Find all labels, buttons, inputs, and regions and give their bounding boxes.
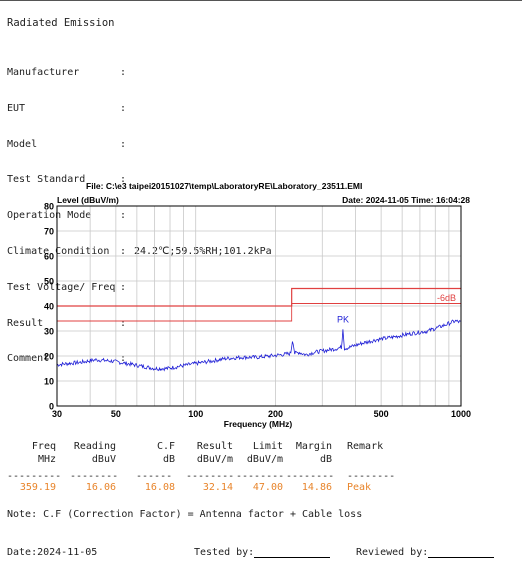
top-rule xyxy=(0,0,522,1)
info-row: EUT: xyxy=(7,102,272,116)
x-tick-label: 30 xyxy=(52,409,62,419)
tick-labels: 0 10 20 30 40 50 60 70 80 30 50 100 200 500 1000 xyxy=(44,202,471,420)
note: Note: C.F (Correction Factor) = Antenna … xyxy=(7,509,363,520)
x-tick-label: 1000 xyxy=(451,409,471,419)
table-row-cell: 14.86 xyxy=(301,482,332,493)
table-header-cell: Reading xyxy=(73,441,116,452)
table-row-cell: 32.14 xyxy=(202,482,233,493)
y-tick-label: 40 xyxy=(44,302,54,312)
reviewed-label: Reviewed by: xyxy=(356,547,429,558)
table-header-cell: Remark xyxy=(347,441,384,452)
info-value: 24.2℃;59.5%RH;101.2kPa xyxy=(134,245,272,257)
tested-label: Tested by: xyxy=(194,547,255,558)
info-colon: : xyxy=(120,67,127,78)
date-label: Date: 2024-11-05 Time: 16:04:28 xyxy=(342,195,470,205)
table-header-units-cell: dBuV xyxy=(91,454,116,465)
table-dashes-cell: -------- xyxy=(70,471,119,482)
info-row: Test Standard: xyxy=(7,173,272,187)
y-tick-label: 80 xyxy=(44,202,54,212)
limit-lines xyxy=(57,287,461,322)
table-header-units-cell: dB xyxy=(162,454,175,465)
info-colon: : xyxy=(120,281,127,293)
emission-chart: File: C:\e3 taipei20151027\temp\Laborato… xyxy=(44,181,471,429)
info-label: Model xyxy=(7,138,38,150)
table-dashes-cell: -------- xyxy=(286,471,335,482)
table-header-units-cell: dBuV/m xyxy=(196,454,233,465)
table-header-cell: Limit xyxy=(252,441,283,452)
margin-label: -6dB xyxy=(437,293,456,303)
x-tick-label: 200 xyxy=(268,409,283,419)
y-tick-label: 50 xyxy=(44,277,54,287)
trace-line xyxy=(56,319,462,372)
plot-frame xyxy=(56,205,462,407)
table-header-units-cell: dBuV/m xyxy=(246,454,283,465)
info-label: Operation Mode xyxy=(7,210,92,222)
reviewed-signature-line xyxy=(428,547,495,558)
info-colon: : xyxy=(120,210,127,222)
info-row: Result: xyxy=(7,317,272,331)
info-row: Climate Condition:24.2℃;59.5%RH;101.2kPa xyxy=(7,245,272,259)
tested-signature-line xyxy=(254,547,331,558)
results-table: Freq Reading C.F Result Limit Margin Remark MHz… xyxy=(0,440,522,493)
info-label: Comment xyxy=(7,353,50,365)
info-colon: : xyxy=(120,138,127,150)
footer-date: Date:2024-11-05 xyxy=(7,547,98,558)
y-tick-label: 60 xyxy=(44,252,54,262)
table-dashes-cell: -------- xyxy=(236,471,285,482)
table-header-cell: Margin xyxy=(295,441,332,452)
x-tick-label: 50 xyxy=(111,409,121,419)
info-colon: : xyxy=(120,353,127,365)
limit-line xyxy=(57,287,461,307)
info-row: Comment: xyxy=(7,352,272,366)
y-tick-label: 0 xyxy=(49,402,54,412)
table-row-cell: Peak xyxy=(347,482,372,493)
info-label: Result xyxy=(7,317,44,329)
info-colon: : xyxy=(120,317,127,329)
table-dashes-cell: -------- xyxy=(186,471,235,482)
trace xyxy=(56,319,462,372)
table-row-cell: 16.08 xyxy=(144,482,175,493)
info-label: Manufacturer xyxy=(7,67,80,78)
y-tick-label: 10 xyxy=(44,377,54,387)
info-label: EUT xyxy=(7,102,26,114)
table-dashes-cell: ------ xyxy=(136,471,173,482)
table-header-units-cell: dB xyxy=(319,454,332,465)
footer-tested: Tested by: xyxy=(194,547,331,558)
y-tick-label: 30 xyxy=(44,327,54,337)
info-label: Test Voltage/ Freq xyxy=(7,281,116,293)
x-tick-label: 100 xyxy=(188,409,203,419)
info-row: Manufacturer: xyxy=(7,66,272,80)
table-dashes-cell: -------- xyxy=(347,471,396,482)
limit-margin-line xyxy=(57,303,461,322)
table-header-cell: Result xyxy=(196,441,233,452)
info-label: Test Standard xyxy=(7,174,86,186)
report-title: Radiated Emission xyxy=(7,17,115,29)
y-tick-label: 20 xyxy=(44,352,54,362)
info-colon: : xyxy=(120,174,127,186)
info-label: Climate Condition xyxy=(7,245,110,257)
table-row-cell: 359.19 xyxy=(19,482,56,493)
y-axis-label: Level (dBuV/m) xyxy=(57,195,119,205)
info-row: Operation Mode: xyxy=(7,209,272,223)
info-colon: : xyxy=(120,245,127,257)
x-tick-label: 500 xyxy=(374,409,389,419)
table-row-cell: 47.00 xyxy=(252,482,283,493)
y-tick-label: 70 xyxy=(44,227,54,237)
file-label: File: C:\e3 taipei20151027\temp\Laborato… xyxy=(86,181,362,191)
footer-reviewed: Reviewed by: xyxy=(356,547,495,558)
table-header-units-cell: MHz xyxy=(37,454,56,465)
x-axis-label: Frequency (MHz) xyxy=(224,419,293,429)
info-block: Manufacturer: EUT: Model: Test Standard:… xyxy=(7,44,272,377)
info-colon: : xyxy=(120,102,127,114)
table-header-cell: C.F xyxy=(156,441,175,452)
table-header-cell: Freq xyxy=(31,441,56,452)
peak-label: PK xyxy=(337,315,349,325)
info-row: Test Voltage/ Freq: xyxy=(7,281,272,295)
table-row-cell: 16.06 xyxy=(85,482,116,493)
info-row: Model: xyxy=(7,138,272,152)
table-dashes-cell: --------- xyxy=(7,471,62,482)
